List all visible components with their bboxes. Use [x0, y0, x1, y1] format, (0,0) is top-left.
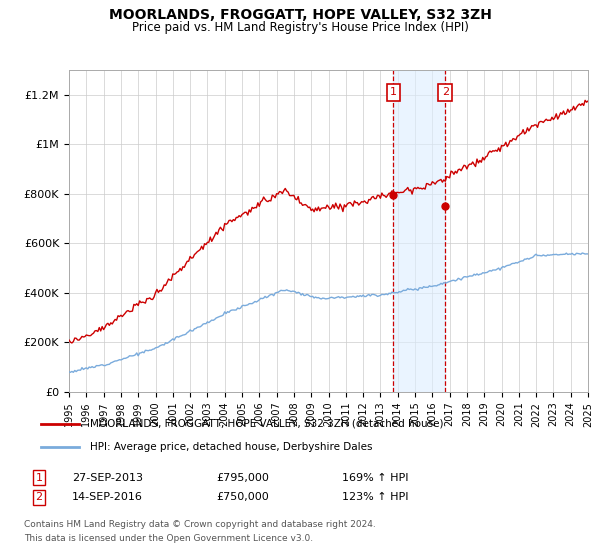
- Text: £750,000: £750,000: [216, 492, 269, 502]
- Text: £795,000: £795,000: [216, 473, 269, 483]
- Text: MOORLANDS, FROGGATT, HOPE VALLEY, S32 3ZH: MOORLANDS, FROGGATT, HOPE VALLEY, S32 3Z…: [109, 8, 491, 22]
- Text: 169% ↑ HPI: 169% ↑ HPI: [342, 473, 409, 483]
- Text: 123% ↑ HPI: 123% ↑ HPI: [342, 492, 409, 502]
- Text: 14-SEP-2016: 14-SEP-2016: [72, 492, 143, 502]
- Text: 2: 2: [35, 492, 43, 502]
- Text: 1: 1: [390, 87, 397, 97]
- Text: 1: 1: [35, 473, 43, 483]
- Text: This data is licensed under the Open Government Licence v3.0.: This data is licensed under the Open Gov…: [24, 534, 313, 543]
- Text: Contains HM Land Registry data © Crown copyright and database right 2024.: Contains HM Land Registry data © Crown c…: [24, 520, 376, 529]
- Text: 2: 2: [442, 87, 449, 97]
- Text: 27-SEP-2013: 27-SEP-2013: [72, 473, 143, 483]
- Text: MOORLANDS, FROGGATT, HOPE VALLEY, S32 3ZH (detached house): MOORLANDS, FROGGATT, HOPE VALLEY, S32 3Z…: [90, 419, 444, 429]
- Text: HPI: Average price, detached house, Derbyshire Dales: HPI: Average price, detached house, Derb…: [90, 442, 373, 452]
- Text: Price paid vs. HM Land Registry's House Price Index (HPI): Price paid vs. HM Land Registry's House …: [131, 21, 469, 34]
- Bar: [394, 70, 445, 392]
